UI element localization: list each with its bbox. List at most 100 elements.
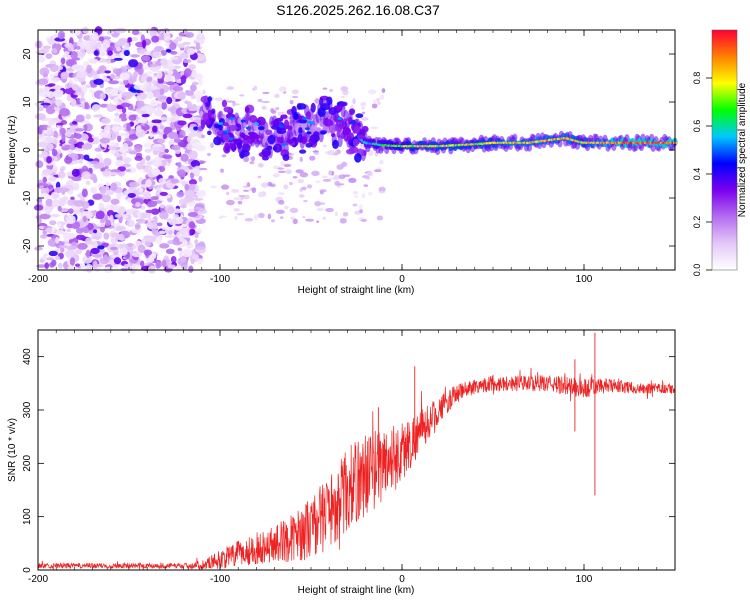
spectrogram-noise-blob (147, 200, 158, 208)
spectrogram-noise-blob (49, 220, 57, 226)
spectrogram-noise-blob (195, 189, 207, 198)
spectrogram-noise-blob (91, 253, 103, 258)
spectrogram-noise-blob (73, 76, 79, 82)
spectrogram-noise-blob (334, 180, 340, 186)
spectrogram-noise-blob (156, 222, 163, 227)
spectrogram-noise-blob (56, 229, 65, 235)
spectrogram-noise-blob (47, 184, 54, 189)
spectrogram-noise-blob (33, 204, 44, 211)
spectrogram-noise-blob (151, 119, 162, 124)
spectrogram-ridge-blob (207, 130, 212, 136)
spectrogram-noise-blob (75, 45, 81, 50)
spectrogram-noise-blob (105, 189, 115, 196)
spectrogram-noise-blob (108, 88, 119, 97)
spectrogram-noise-blob (134, 145, 143, 153)
spectrogram-noise-blob (323, 144, 327, 148)
spectrogram-noise-blob (191, 81, 199, 86)
spectrogram-noise-blob (49, 63, 59, 73)
spectrogram-noise-blob (219, 168, 225, 173)
spectrogram-noise-blob (115, 69, 121, 77)
spectrogram-noise-blob (144, 238, 155, 242)
spectrogram-noise-blob (150, 146, 160, 152)
spectrogram-noise-blob (165, 217, 174, 223)
spectrogram-noise-blob (45, 53, 53, 59)
spectrogram-noise-blob (180, 256, 187, 263)
spectrogram-noise-blob (167, 240, 174, 245)
spectrogram-noise-blob (145, 155, 151, 161)
spectrogram-noise-blob (373, 99, 377, 104)
spectrogram-noise-blob (257, 162, 264, 168)
spectrogram-noise-blob (185, 32, 195, 39)
spectrogram-noise-blob (109, 203, 118, 212)
spectrogram-noise-blob (116, 85, 126, 94)
spectrogram-noise-blob (354, 195, 359, 198)
spectrogram-noise-blob (196, 54, 207, 61)
y-tick-label: -20 (22, 238, 33, 253)
spectrogram-noise-blob (46, 156, 52, 164)
spectrogram-noise-blob (91, 104, 101, 112)
spectrogram-noise-blob (182, 113, 193, 119)
spectrogram-noise-blob (50, 77, 61, 82)
spectrogram-noise-blob (167, 69, 174, 76)
spectrogram-noise-blob (191, 253, 200, 260)
spectrogram-noise-blob (71, 175, 82, 182)
spectrogram-noise-blob (57, 149, 62, 155)
spectrogram-noise-blob (195, 34, 206, 44)
y-tick-label: 200 (22, 455, 33, 472)
spectrogram-ridge-blob (223, 106, 233, 113)
spectrogram-ridge-blob (210, 108, 216, 115)
spectrogram-noise-blob (376, 97, 380, 103)
spectrogram-noise-blob (278, 199, 285, 205)
spectrogram-noise-blob (107, 146, 118, 150)
spectrogram-noise-blob (168, 175, 174, 179)
spectrogram-noise-blob (79, 48, 86, 58)
spectrogram-noise-blob (187, 211, 198, 218)
colorbar-gradient (712, 30, 737, 270)
spectrogram-noise-blob (170, 50, 178, 55)
spectrogram-ridge-blob (222, 122, 229, 127)
spectrogram-noise-blob (146, 27, 151, 35)
spectrogram-noise-blob (340, 86, 349, 92)
spectrogram-ridge-blob (326, 96, 333, 106)
spectrogram-noise-blob (161, 226, 167, 231)
spectrogram-noise-blob (253, 85, 258, 91)
spectrogram-noise-blob (155, 236, 162, 245)
spectrogram-noise-blob (51, 48, 58, 54)
spectrogram-noise-blob (158, 177, 169, 184)
spectrogram-noise-blob (128, 133, 139, 140)
spectrogram-noise-blob (144, 165, 153, 174)
spectrogram-noise-blob (117, 134, 122, 143)
spectrogram-noise-blob (101, 78, 111, 83)
spectrogram-noise-blob (120, 72, 131, 81)
spectrogram-noise-blob (158, 230, 166, 235)
spectrogram-noise-blob (116, 127, 126, 131)
spectrogram-ridge-blob (297, 103, 307, 110)
spectrogram-noise-blob (114, 213, 122, 218)
y-tick-label: 0 (22, 147, 33, 153)
spectrogram-noise-blob (85, 84, 92, 89)
spectrogram-noise-blob (52, 89, 64, 99)
spectrogram-noise-blob (360, 101, 367, 107)
spectrogram-noise-blob (220, 184, 230, 190)
spectrogram-noise-blob (271, 109, 277, 114)
spectrogram-noise-blob (277, 167, 285, 170)
spectrogram-noise-blob (172, 86, 184, 92)
spectrogram-noise-blob (113, 57, 123, 61)
spectrogram-ridge-blob (228, 116, 234, 120)
spectrogram-noise-blob (93, 78, 104, 85)
spectrogram-noise-blob (367, 171, 374, 177)
spectrogram-noise-blob (76, 91, 81, 96)
spectrogram-noise-blob (299, 172, 309, 178)
spectrogram-noise-blob (85, 180, 91, 186)
spectrogram-noise-blob (333, 174, 340, 181)
spectrogram-noise-blob (107, 50, 113, 56)
spectrogram-noise-blob (161, 101, 167, 110)
spectrogram-noise-blob (322, 216, 326, 220)
spectrogram-ridge-blob (221, 99, 228, 108)
spectrogram-noise-blob (179, 238, 184, 243)
spectrogram-noise-blob (152, 51, 162, 58)
spectrogram-noise-layer (33, 26, 386, 274)
spectrogram-noise-blob (318, 202, 326, 205)
spectrogram-noise-blob (82, 255, 93, 264)
spectrogram-noise-blob (251, 187, 257, 194)
